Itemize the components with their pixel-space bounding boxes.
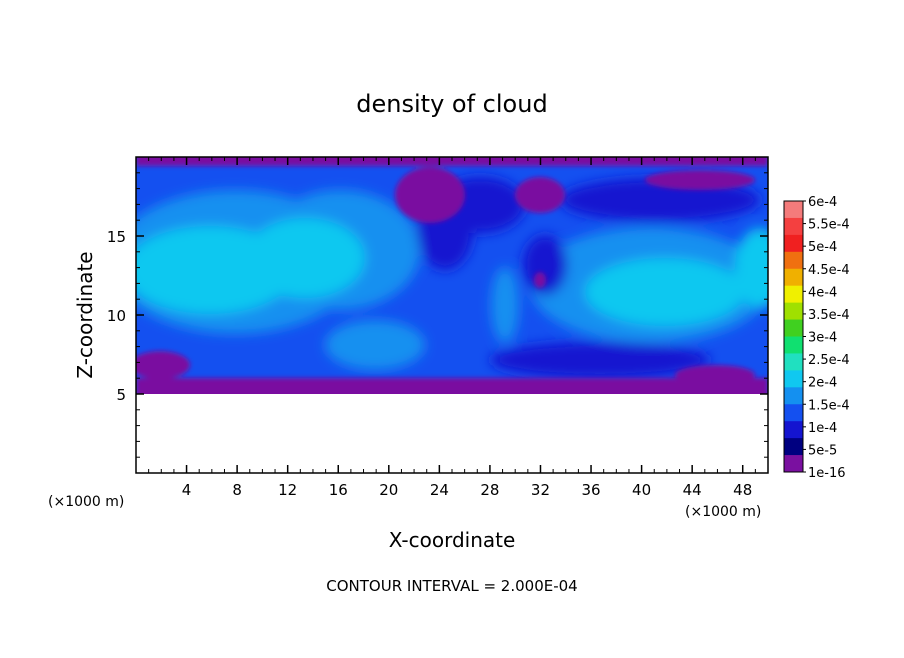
x-unit-label: (×1000 m) [685, 504, 761, 520]
x-tick-label: 16 [329, 481, 348, 499]
colorbar-swatch [784, 455, 803, 473]
colorbar-label: 2e-4 [808, 376, 837, 391]
colorbar-swatch [784, 201, 803, 219]
x-tick-label: 4 [182, 481, 192, 499]
x-tick-label: 48 [733, 481, 752, 499]
y-tick-label: 10 [107, 307, 126, 325]
y-tick-label: 5 [116, 386, 126, 404]
colorbar-label: 5e-5 [808, 443, 837, 458]
colorbar-label: 1e-4 [808, 421, 837, 436]
colorbar-label: 3.5e-4 [808, 308, 850, 323]
colorbar-swatch [784, 319, 803, 337]
colorbar-label: 5e-4 [808, 240, 837, 255]
colorbar-swatch [784, 421, 803, 439]
colorbar-swatch [784, 285, 803, 304]
y-unit-label: (×1000 m) [48, 494, 124, 510]
x-tick-label: 36 [581, 481, 600, 499]
colorbar-swatch [784, 251, 803, 270]
colorbar-swatch [784, 336, 803, 354]
colorbar-swatch [784, 217, 803, 236]
colorbar-label: 4e-4 [808, 285, 837, 300]
colorbar-swatch [784, 353, 803, 371]
colorbar-swatch [784, 268, 803, 287]
colorbar-swatch [784, 370, 803, 388]
colorbar-swatch [784, 387, 803, 405]
colorbar-swatch [784, 404, 803, 422]
x-axis-label: X-coordinate [389, 528, 516, 552]
y-axis: 5 10 15 [107, 172, 768, 458]
x-tick-label: 32 [531, 481, 550, 499]
x-tick-label: 8 [232, 481, 242, 499]
colorbar-label: 1e-16 [808, 466, 846, 481]
colorbar-label: 5.5e-4 [808, 218, 850, 233]
colorbar-label: 1.5e-4 [808, 398, 850, 413]
contour-interval-note: CONTOUR INTERVAL = 2.000E-04 [326, 577, 577, 595]
x-axis: 4 8 12 16 20 24 28 32 36 40 44 48 [148, 157, 756, 499]
colorbar-label: 6e-4 [808, 195, 837, 210]
y-tick-label: 15 [107, 228, 126, 246]
colorbar-label: 3e-4 [808, 331, 837, 346]
density-field [136, 157, 768, 394]
colorbar-swatch [784, 438, 803, 456]
colorbar-label: 2.5e-4 [808, 353, 850, 368]
colorbar-label: 4.5e-4 [808, 263, 850, 278]
x-tick-label: 28 [480, 481, 499, 499]
x-tick-label: 20 [379, 481, 398, 499]
x-tick-label: 44 [683, 481, 702, 499]
chart-title: density of cloud [356, 90, 547, 118]
x-tick-label: 12 [278, 481, 297, 499]
y-axis-label: Z-coordinate [73, 251, 97, 378]
x-tick-label: 40 [632, 481, 651, 499]
colorbar: 6e-4 5.5e-4 5e-4 4.5e-4 4e-4 3.5e-4 3e-4 2.5e-4… [783, 195, 850, 481]
x-tick-label: 24 [430, 481, 449, 499]
colorbar-swatch [784, 234, 803, 253]
colorbar-swatch [784, 302, 803, 321]
